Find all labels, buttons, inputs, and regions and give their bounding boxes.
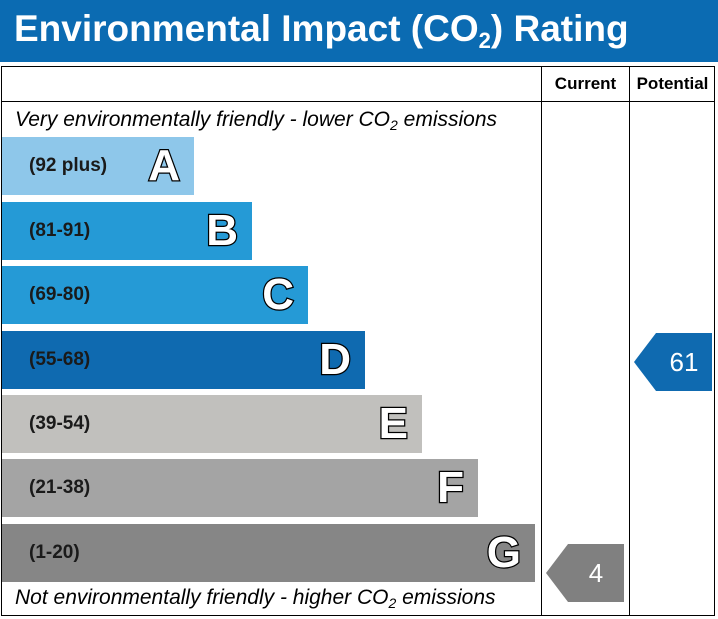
band-range-label: (92 plus) <box>29 155 108 176</box>
band-letter: A <box>147 140 181 192</box>
band-letter: B <box>205 205 239 257</box>
band-f: (21-38) F <box>2 459 478 517</box>
band-range-label: (21-38) <box>29 477 91 498</box>
potential-rating-marker: 61 <box>634 333 712 391</box>
band-range-label: (69-80) <box>29 284 91 305</box>
band-letter: E <box>377 398 409 450</box>
potential-rating-value: 61 <box>669 347 699 377</box>
header-bar: Environmental Impact (CO2) Rating <box>0 0 718 62</box>
bottom-caption: Not environmentally friendly - higher CO… <box>15 586 496 611</box>
current-rating-value: 4 <box>588 558 604 588</box>
column-header-current: Current <box>554 74 617 93</box>
current-rating-marker: 4 <box>546 544 624 602</box>
current-arrow-shape <box>546 544 624 602</box>
column-header-potential: Potential <box>636 74 709 93</box>
band-a: (92 plus) A <box>2 137 194 195</box>
band-g: (1-20) G <box>2 524 535 582</box>
band-range-label: (81-91) <box>29 220 91 241</box>
band-letter: D <box>318 334 352 386</box>
band-range-label: (39-54) <box>29 413 91 434</box>
page-title: Environmental Impact (CO2) Rating <box>14 8 629 53</box>
band-e: (39-54) E <box>2 395 422 453</box>
band-range-label: (1-20) <box>29 542 80 563</box>
column-divider-current <box>541 66 542 616</box>
band-letter: G <box>486 527 523 579</box>
band-b: (81-91) B <box>2 202 252 260</box>
rating-table <box>1 66 715 616</box>
column-divider-potential <box>629 66 630 616</box>
band-letter: F <box>436 462 465 514</box>
band-d: (55-68) D <box>2 331 365 389</box>
top-caption: Very environmentally friendly - lower CO… <box>15 108 498 133</box>
band-letter: C <box>261 269 295 321</box>
band-range-label: (55-68) <box>29 349 91 370</box>
header-divider <box>1 101 715 102</box>
band-c: (69-80) C <box>2 266 308 324</box>
potential-arrow-shape <box>634 333 712 391</box>
